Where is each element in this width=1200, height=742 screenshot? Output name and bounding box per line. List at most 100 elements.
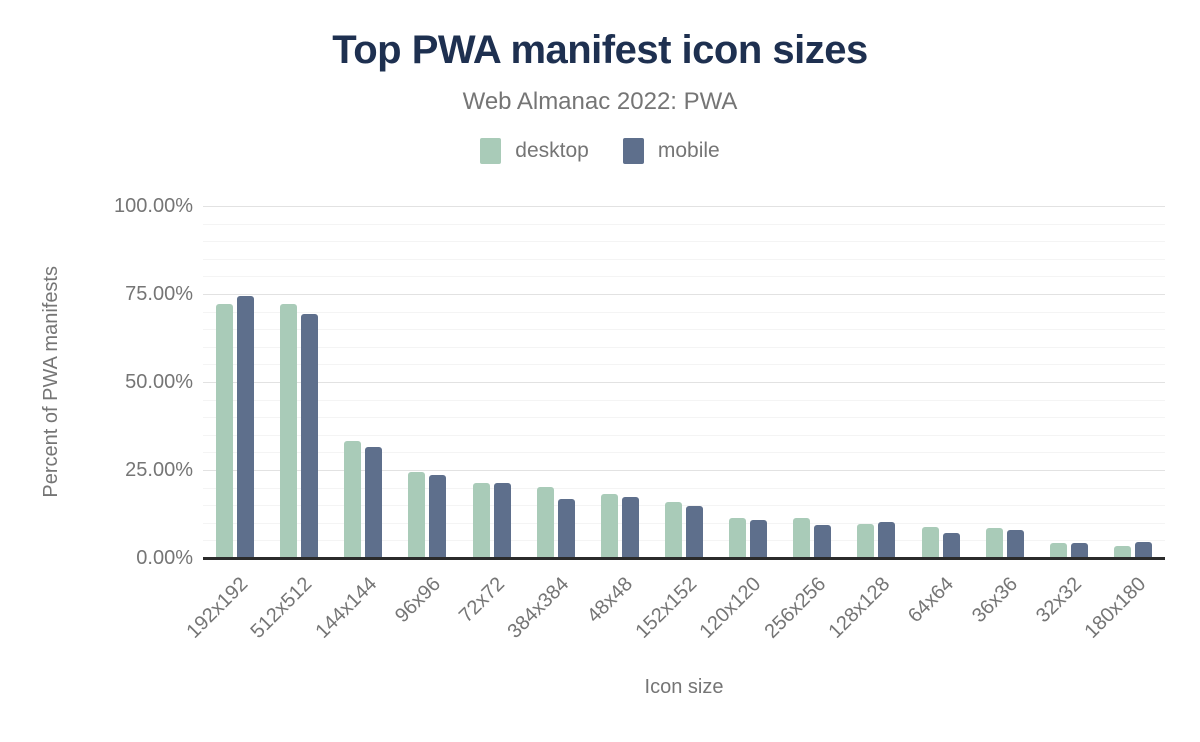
minor-gridline-20 — [203, 487, 1165, 489]
bar-group-120x120 — [716, 206, 780, 558]
bar-mobile-32x32 — [1070, 542, 1088, 558]
y-tick-label-50.00%: 50.00% — [125, 371, 193, 393]
minor-gridline-90 — [203, 241, 1165, 243]
major-gridline-100 — [203, 206, 1165, 207]
bar-mobile-192x192 — [237, 296, 255, 558]
x-tick-label-180x180: 180x180 — [1080, 573, 1151, 643]
bar-mobile-36x36 — [1006, 530, 1024, 558]
bar-desktop-180x180 — [1114, 546, 1132, 558]
bars — [203, 206, 1165, 558]
minor-gridline-10 — [203, 522, 1165, 524]
x-tick-label-48x48: 48x48 — [583, 573, 638, 628]
bar-desktop-36x36 — [985, 527, 1003, 558]
bar-mobile-96x96 — [429, 475, 447, 558]
minor-gridline-60 — [203, 346, 1165, 348]
bar-group-64x64 — [909, 206, 973, 558]
x-tick-label-32x32: 32x32 — [1032, 573, 1087, 628]
x-axis-line — [203, 557, 1165, 560]
bar-mobile-120x120 — [750, 519, 768, 558]
minor-gridline-30 — [203, 452, 1165, 454]
minor-gridline-35 — [203, 434, 1165, 436]
x-tick-label-152x152: 152x152 — [631, 573, 702, 643]
y-axis-tick-labels: 0.00% 25.00% 50.00% 75.00% 100.00% — [0, 0, 193, 742]
bar-mobile-144x144 — [365, 447, 383, 558]
bar-mobile-48x48 — [621, 496, 639, 558]
bar-desktop-256x256 — [793, 517, 811, 558]
x-tick-label-64x64: 64x64 — [904, 573, 959, 628]
x-tick-label-512x512: 512x512 — [246, 573, 317, 643]
chart-title: Top PWA manifest icon sizes — [332, 28, 868, 72]
x-tick-label-256x256: 256x256 — [760, 573, 830, 643]
chart-subtitle: Web Almanac 2022: PWA — [462, 88, 738, 115]
minor-gridline-80 — [203, 276, 1165, 278]
bar-group-180x180 — [1101, 206, 1165, 558]
bar-group-256x256 — [780, 206, 844, 558]
bar-desktop-152x152 — [665, 502, 683, 558]
bar-group-152x152 — [652, 206, 716, 558]
x-tick-label-144x144: 144x144 — [311, 573, 381, 643]
minor-gridline-15 — [203, 505, 1165, 507]
bar-group-512x512 — [267, 206, 331, 558]
bar-desktop-144x144 — [344, 440, 362, 558]
bar-desktop-384x384 — [536, 486, 554, 558]
bar-group-192x192 — [203, 206, 267, 558]
plot-area — [203, 206, 1165, 560]
bar-mobile-64x64 — [942, 533, 960, 558]
bar-desktop-120x120 — [729, 517, 747, 558]
legend-item-desktop: desktop — [480, 138, 589, 164]
bar-desktop-32x32 — [1049, 542, 1067, 558]
bar-group-36x36 — [973, 206, 1037, 558]
mobile-swatch-icon — [622, 138, 644, 164]
bar-group-384x384 — [524, 206, 588, 558]
bar-mobile-384x384 — [557, 499, 575, 558]
bar-group-96x96 — [395, 206, 459, 558]
minor-gridline-95 — [203, 223, 1165, 225]
bar-desktop-72x72 — [472, 483, 490, 558]
bar-desktop-192x192 — [216, 304, 234, 558]
bar-mobile-256x256 — [814, 524, 832, 558]
bar-mobile-180x180 — [1135, 542, 1153, 558]
bar-mobile-512x512 — [301, 314, 319, 558]
y-tick-label-75.00%: 75.00% — [125, 283, 193, 305]
x-tick-label-192x192: 192x192 — [182, 573, 253, 643]
bar-group-48x48 — [588, 206, 652, 558]
minor-gridline-65 — [203, 329, 1165, 331]
bar-group-144x144 — [331, 206, 395, 558]
major-gridline-75 — [203, 294, 1165, 295]
y-tick-label-25.00%: 25.00% — [125, 459, 193, 481]
bar-group-32x32 — [1037, 206, 1101, 558]
desktop-swatch-icon — [480, 138, 502, 164]
minor-gridline-45 — [203, 399, 1165, 401]
x-tick-label-72x72: 72x72 — [455, 573, 510, 628]
bar-desktop-48x48 — [600, 494, 618, 558]
legend-label-mobile: mobile — [657, 139, 720, 162]
bar-group-72x72 — [460, 206, 524, 558]
x-tick-label-36x36: 36x36 — [968, 573, 1023, 628]
x-tick-label-128x128: 128x128 — [824, 573, 894, 643]
x-axis-title: Icon size — [644, 676, 724, 698]
legend-label-desktop: desktop — [515, 139, 589, 162]
minor-gridline-70 — [203, 311, 1165, 313]
minor-gridline-5 — [203, 540, 1165, 542]
bar-desktop-512x512 — [280, 303, 298, 558]
major-gridline-25 — [203, 470, 1165, 471]
bar-desktop-128x128 — [857, 523, 875, 558]
x-tick-label-96x96: 96x96 — [390, 573, 446, 628]
minor-gridline-85 — [203, 258, 1165, 260]
bar-group-128x128 — [844, 206, 908, 558]
y-tick-label-100.00%: 100.00% — [114, 195, 193, 217]
bar-desktop-96x96 — [408, 472, 426, 558]
legend-item-mobile: mobile — [622, 138, 720, 164]
legend: desktop mobile — [0, 138, 1200, 164]
bar-mobile-72x72 — [493, 482, 511, 558]
minor-gridline-55 — [203, 364, 1165, 366]
bar-mobile-128x128 — [878, 522, 896, 558]
x-tick-label-120x120: 120x120 — [695, 573, 766, 643]
x-tick-label-384x384: 384x384 — [503, 573, 574, 643]
minor-gridline-40 — [203, 417, 1165, 419]
y-tick-label-0.00%: 0.00% — [136, 547, 193, 569]
bar-mobile-152x152 — [686, 506, 704, 558]
bar-desktop-64x64 — [921, 527, 939, 558]
x-axis-tick-labels: 192x192 512x512 144x144 96x96 72x72 384x384 48… — [183, 561, 1165, 671]
